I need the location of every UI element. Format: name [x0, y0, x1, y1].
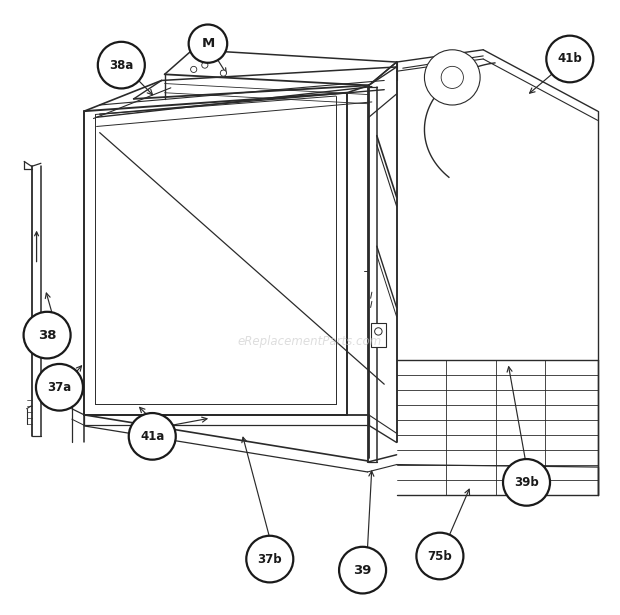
Circle shape	[246, 536, 293, 582]
Bar	[371, 323, 386, 347]
Circle shape	[36, 364, 83, 411]
Text: 41a: 41a	[140, 430, 164, 443]
Circle shape	[220, 70, 226, 76]
Circle shape	[202, 62, 208, 68]
Circle shape	[503, 459, 550, 506]
Circle shape	[417, 533, 463, 579]
Text: 75b: 75b	[428, 550, 452, 563]
Circle shape	[339, 547, 386, 593]
Circle shape	[441, 66, 463, 89]
Circle shape	[374, 328, 382, 335]
Circle shape	[425, 50, 480, 105]
Text: 38a: 38a	[109, 58, 133, 71]
Circle shape	[546, 36, 593, 82]
Text: 38: 38	[38, 328, 56, 341]
Circle shape	[24, 312, 71, 359]
Text: 39: 39	[353, 563, 372, 577]
Text: M: M	[202, 37, 215, 50]
Text: eReplacementParts.com: eReplacementParts.com	[238, 335, 382, 347]
Text: 39b: 39b	[514, 476, 539, 489]
Circle shape	[129, 413, 175, 459]
Text: 37a: 37a	[47, 381, 71, 394]
Circle shape	[188, 25, 227, 63]
Text: 37b: 37b	[257, 553, 282, 566]
Circle shape	[98, 42, 145, 89]
Text: 41b: 41b	[557, 52, 582, 65]
Circle shape	[190, 66, 197, 73]
